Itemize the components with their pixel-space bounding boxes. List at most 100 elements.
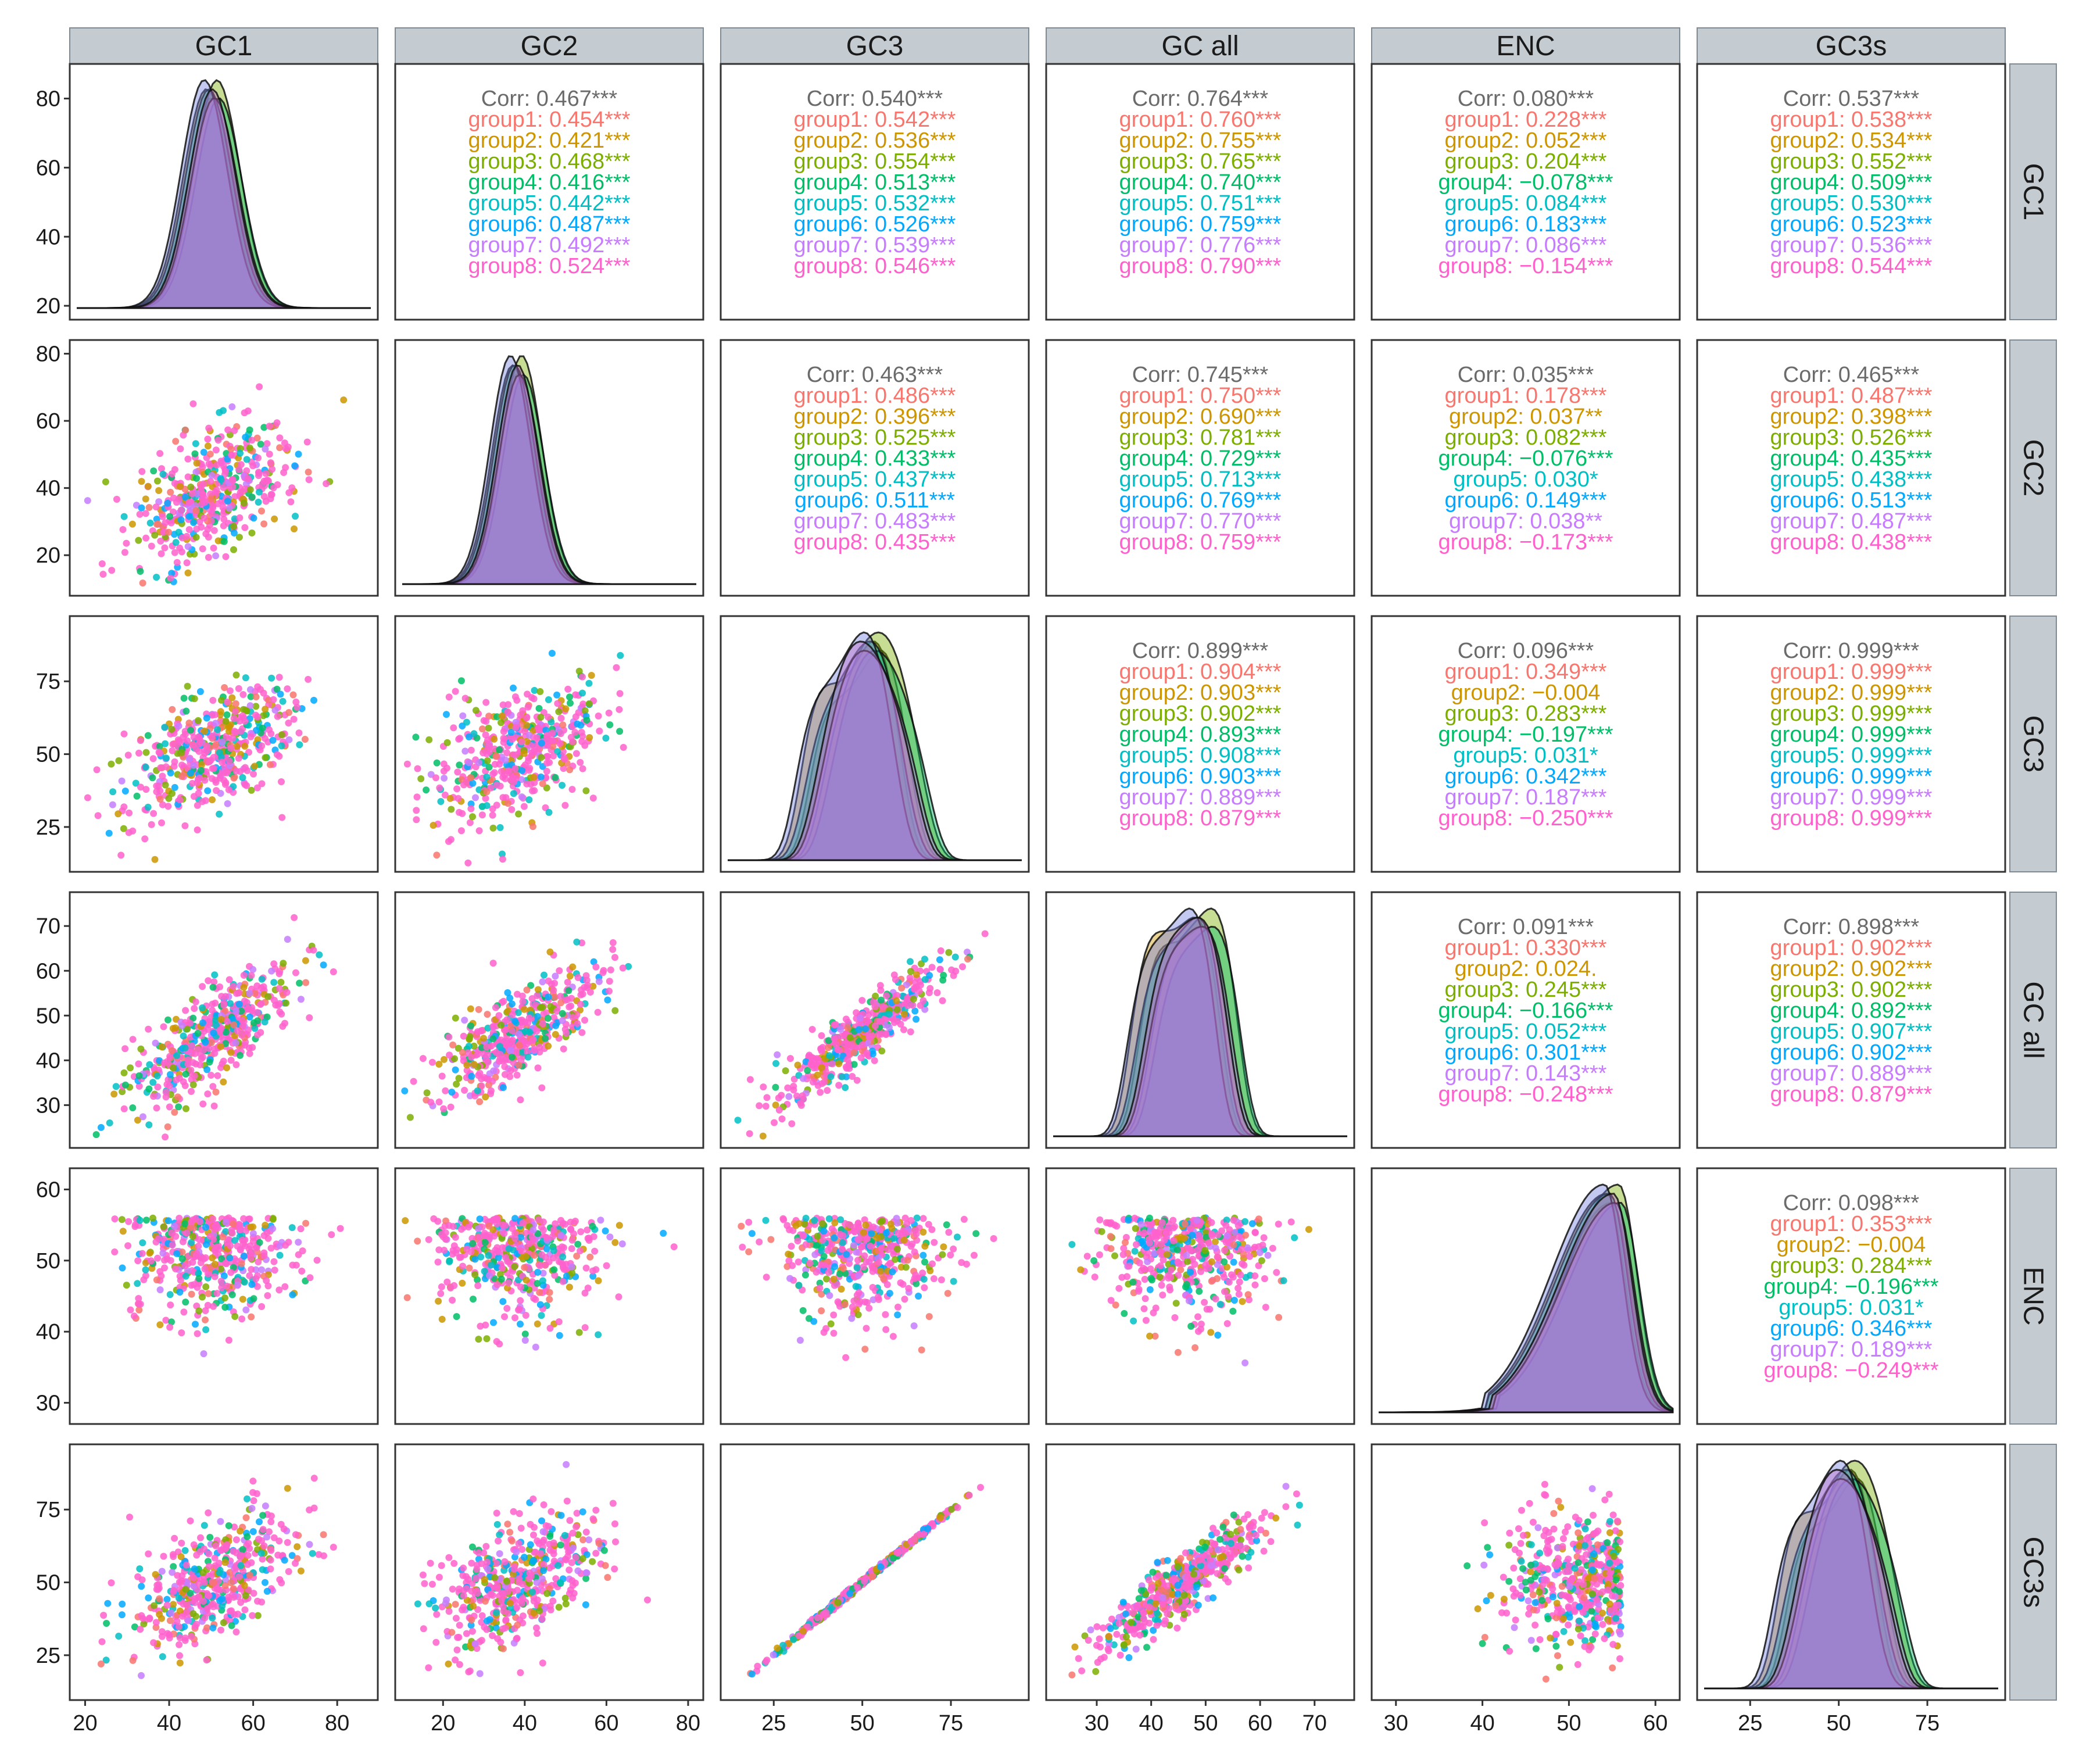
scatter-point [545, 1042, 552, 1050]
scatter-point [212, 552, 220, 560]
scatter-point [921, 1006, 929, 1013]
scatter-point [539, 1269, 547, 1277]
corr-group8: group8: 0.546*** [794, 254, 956, 278]
scatter-point [211, 1050, 219, 1057]
scatter-point [466, 1035, 473, 1043]
corr-group4: group4: −0.076*** [1438, 446, 1613, 471]
scatter-point [1255, 1243, 1262, 1250]
scatter-point [1131, 1247, 1139, 1255]
scatter-point [177, 1276, 184, 1284]
scatter-point [903, 981, 910, 989]
corr-group6: group6: 0.526*** [794, 212, 956, 237]
scatter-point [134, 1257, 142, 1265]
corr-group2: group2: −0.004 [1451, 681, 1601, 705]
panel-frame [1696, 63, 2006, 321]
scatter-point [136, 510, 144, 518]
scatter-point [162, 740, 169, 747]
scatter-point [491, 761, 499, 768]
scatter-point [499, 856, 506, 863]
scatter-point [187, 1067, 195, 1074]
scatter-point [853, 1009, 860, 1017]
scatter-point [175, 1103, 183, 1111]
scatter-point [238, 1315, 246, 1323]
corr-overall: Corr: 0.537*** [1783, 87, 1920, 111]
scatter-point [211, 1261, 219, 1268]
scatter-point [609, 939, 617, 946]
scatter-point [503, 749, 511, 757]
scatter-point [270, 696, 277, 703]
scatter-point [951, 953, 959, 961]
panel-frame [1696, 339, 2006, 597]
scatter-point [172, 1233, 180, 1240]
scatter-point [94, 812, 102, 820]
scatter-point [166, 513, 174, 520]
scatter-point [155, 498, 163, 506]
scatter-point [1260, 1234, 1268, 1241]
scatter-point [611, 1007, 619, 1014]
scatter-point [194, 1046, 202, 1053]
scatter-point [574, 974, 582, 981]
panel-gc2-gc3: Corr: 0.463***group1: 0.486***group2: 0.… [720, 339, 1030, 597]
scatter-point [206, 1058, 213, 1066]
scatter-point [183, 1229, 191, 1237]
scatter-point [478, 1082, 485, 1090]
corr-group8: group8: 0.759*** [1119, 530, 1282, 554]
scatter-point [184, 455, 192, 463]
scatter-point [561, 756, 568, 763]
scatter-point [294, 703, 300, 711]
scatter-point [589, 1222, 596, 1230]
scatter-point [288, 1224, 296, 1232]
scatter-point [1169, 1216, 1177, 1224]
scatter-point [189, 1014, 197, 1022]
panel-gc3-gc3s: Corr: 0.999***group1: 0.999***group2: 0.… [1696, 615, 2006, 873]
scatter-point [461, 747, 469, 755]
corr-overall: Corr: 0.080*** [1458, 87, 1594, 111]
scatter-point [449, 1041, 457, 1049]
scatter-point [438, 1315, 446, 1323]
scatter-point [187, 484, 195, 491]
scatter-point [820, 1261, 828, 1269]
scatter-point [414, 765, 421, 772]
scatter-point [187, 770, 194, 777]
scatter-point [207, 495, 214, 503]
scatter-point [240, 972, 248, 979]
scatter-point [162, 763, 170, 771]
scatter-point [181, 1082, 189, 1089]
scatter-point [1187, 1268, 1194, 1276]
scatter-point [510, 684, 517, 692]
scatter-point [499, 701, 507, 709]
strip-gc2 [395, 27, 704, 65]
scatter-point [763, 1273, 770, 1281]
scatter-point [893, 1006, 901, 1013]
scatter-point [534, 1012, 541, 1020]
scatter-point [244, 767, 251, 774]
scatter-point [577, 1228, 585, 1236]
scatter-point [459, 712, 467, 720]
corr-group8: group8: −0.250*** [1438, 806, 1613, 831]
scatter-point [445, 1033, 453, 1041]
scatter-point [401, 1087, 409, 1094]
scatter-point [174, 1093, 181, 1101]
corr-group5: group5: 0.532*** [794, 191, 956, 216]
scatter-point [858, 1041, 866, 1049]
scatter-point [257, 686, 264, 693]
corr-group6: group6: 0.513*** [1770, 488, 1933, 513]
scatter-point [135, 1295, 142, 1302]
scatter-point [484, 1011, 491, 1018]
scatter-point [227, 1269, 235, 1276]
panel-frame [720, 615, 1030, 873]
scatter-point [543, 1245, 550, 1253]
scatter-point [238, 1031, 245, 1039]
scatter-point [883, 992, 890, 1000]
scatter-point [579, 700, 587, 708]
corr-group6: group6: 0.301*** [1445, 1040, 1607, 1065]
scatter-point [782, 1067, 789, 1075]
scatter-point [825, 1052, 833, 1060]
scatter-point [539, 978, 546, 986]
scatter-point [818, 1032, 825, 1039]
scatter-point [160, 1023, 167, 1031]
scatter-point [195, 717, 202, 724]
scatter-point [503, 1305, 511, 1312]
corr-group8: group8: 0.879*** [1119, 806, 1282, 831]
scatter-point [199, 491, 206, 498]
